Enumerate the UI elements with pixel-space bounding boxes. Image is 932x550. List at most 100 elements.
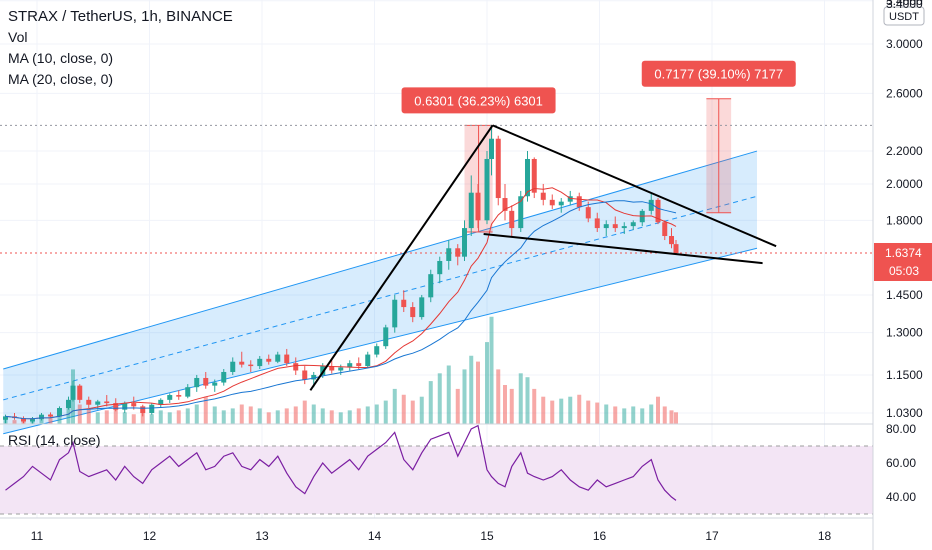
volume-bar: [550, 400, 555, 424]
candle-body: [621, 226, 627, 229]
candle-body: [284, 354, 290, 364]
volume-bar: [392, 388, 397, 424]
candle-body: [489, 138, 494, 159]
measure-label: 0.6301 (36.23%) 6301: [414, 93, 543, 108]
candle-body: [462, 228, 467, 257]
candle-body: [185, 387, 191, 397]
candle-body: [320, 366, 326, 375]
rsi-band: [0, 446, 873, 514]
volume-bar: [669, 410, 674, 424]
currency-text: USDT: [889, 11, 919, 23]
moving-averages: [5, 187, 677, 420]
rsi-line: [5, 424, 677, 501]
volume-bar: [383, 400, 388, 424]
y-tick-label: 3.4000: [886, 0, 923, 8]
last-price-label: 1.6374: [885, 246, 922, 260]
candle-body: [558, 201, 564, 206]
candle-body: [86, 399, 92, 405]
y-tick-label: 3.0000: [886, 37, 923, 51]
candle-body: [576, 196, 582, 208]
volume-bar: [577, 394, 582, 424]
volume-bar: [374, 404, 379, 424]
volume-bar: [77, 404, 82, 424]
candle-body: [585, 207, 591, 219]
candle-body: [509, 210, 515, 229]
measure-label-box: [401, 87, 556, 114]
x-tick-label: 13: [255, 529, 269, 543]
candle-body: [374, 346, 380, 355]
volume-bar: [203, 396, 208, 424]
volume-bar: [239, 404, 244, 424]
trendlines: [309, 124, 777, 391]
volume-bar: [604, 404, 609, 424]
rsi-tick-label: 80.00: [886, 422, 916, 436]
volume-bar: [509, 388, 514, 424]
measure-label: 0.7177 (39.10%) 7177: [654, 67, 783, 82]
candle-body: [437, 260, 443, 275]
channel-fill: [3, 151, 757, 434]
candle-body: [176, 395, 182, 397]
candle-body: [95, 401, 101, 405]
candle-body: [549, 199, 555, 206]
volume-bar: [266, 412, 271, 424]
y-tick-label: 2.6000: [886, 86, 923, 100]
volume-bar: [622, 408, 627, 424]
volume-bar: [455, 388, 460, 424]
candle-body: [392, 299, 398, 328]
y-tick-label: 1.8000: [886, 213, 923, 227]
volume-bar: [532, 388, 537, 424]
candle-body: [39, 414, 44, 420]
volume-bar: [311, 404, 316, 424]
legend-ma20: MA (20, close, 0): [8, 71, 114, 87]
candle-body: [48, 414, 53, 417]
volume-bar: [221, 410, 226, 424]
candle-body: [612, 224, 618, 229]
volume-bar: [419, 396, 424, 424]
volume-bar: [167, 412, 172, 424]
candle-body: [655, 199, 661, 223]
trendline-wedge-lower: [483, 233, 763, 265]
volume-bar: [284, 408, 289, 424]
volume-bar: [586, 400, 591, 424]
candle-body: [540, 192, 546, 200]
volume-bar: [674, 412, 678, 424]
candle-body: [525, 158, 530, 197]
x-tick-label: 14: [368, 529, 382, 543]
volume-bar: [95, 412, 100, 424]
rsi-tick-label: 60.00: [886, 456, 916, 470]
volume-bar: [48, 414, 53, 424]
volume-bar: [230, 408, 235, 424]
y-tick-label: 1.4500: [886, 288, 923, 302]
candle-body: [21, 418, 26, 422]
x-tick-label: 15: [480, 529, 494, 543]
candle-body: [293, 363, 299, 371]
candle-body: [468, 192, 474, 229]
volume-bar: [649, 404, 654, 424]
volume-bar: [113, 408, 118, 424]
candle-body: [365, 354, 371, 367]
candle-body: [257, 358, 263, 367]
rsi-pane: 80.00 60.00 40.00: [0, 422, 916, 515]
rsi-tick-label: 40.00: [886, 490, 916, 504]
x-tick-label: 12: [143, 529, 157, 543]
volume-bar: [248, 406, 253, 424]
candle-body: [149, 404, 155, 413]
y-tick-label: 1.0300: [886, 406, 923, 420]
candle-body: [329, 366, 335, 371]
volume-bar: [469, 355, 474, 424]
volume-bar: [320, 408, 325, 424]
candle-body: [66, 399, 71, 409]
volume-bar: [12, 420, 17, 424]
candle-body: [455, 248, 461, 257]
trendline-flag-pole: [309, 124, 494, 391]
volume-bar: [631, 406, 636, 424]
volume-bar: [656, 396, 660, 424]
volume-bar: [640, 408, 645, 424]
x-tick-label: 18: [818, 529, 832, 543]
candle-body: [113, 403, 119, 410]
volume-bar: [185, 408, 190, 424]
volume-bar: [257, 408, 262, 424]
volume-bar: [329, 410, 334, 424]
volume-bar: [462, 369, 467, 424]
